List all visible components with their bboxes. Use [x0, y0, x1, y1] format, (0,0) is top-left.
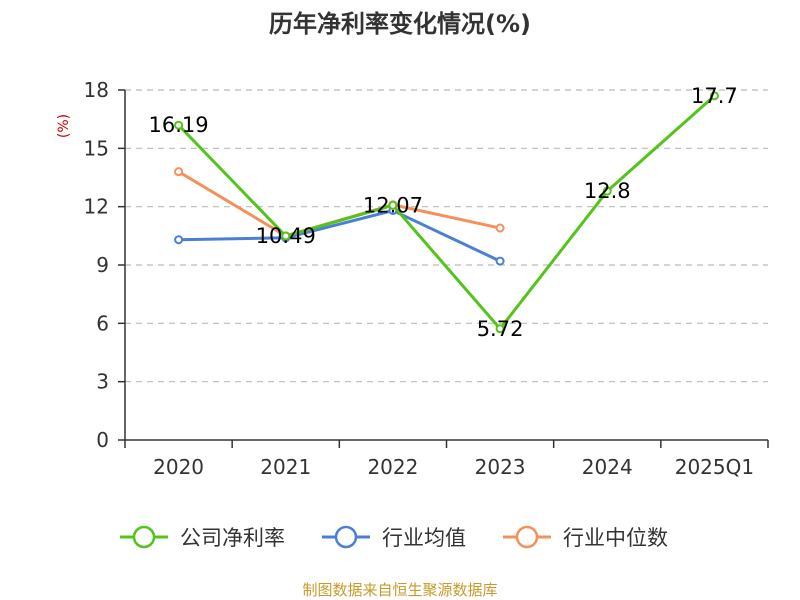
- data-point: [174, 167, 184, 177]
- x-tick-label: 2025Q1: [675, 455, 754, 479]
- x-tick-label: 2024: [582, 455, 633, 479]
- legend-item[interactable]: 行业均值: [322, 525, 466, 550]
- y-tick-label: 6: [96, 311, 109, 335]
- legend-item[interactable]: 公司净利率: [120, 525, 285, 550]
- axes: 0 3 6 9 12 15 18 2020 2021 2022 2023 2024 2025Q1: [84, 78, 769, 479]
- legend-swatch-marker: [334, 525, 358, 549]
- x-tick-label: 2022: [367, 455, 418, 479]
- legend-label: 行业中位数: [563, 526, 668, 550]
- data-point: [174, 120, 184, 130]
- y-tick-label: 12: [84, 195, 109, 219]
- x-tick-label: 2021: [260, 455, 311, 479]
- data-label: 5.72: [477, 317, 524, 341]
- chart-title: 历年净利率变化情况(%): [269, 10, 531, 38]
- data-point: [174, 235, 184, 245]
- y-axis-label: (%): [56, 114, 72, 138]
- data-point: [495, 256, 505, 266]
- legend-swatch-marker: [132, 525, 156, 549]
- data-label: 12.8: [584, 179, 631, 203]
- x-tick-label: 2023: [475, 455, 526, 479]
- data-label: 17.7: [691, 84, 738, 108]
- legend-label: 公司净利率: [180, 526, 285, 550]
- series-line-1: [178, 209, 501, 263]
- series-lines: [174, 91, 719, 334]
- legend-label: 行业均值: [382, 526, 466, 550]
- data-point: [709, 91, 719, 101]
- y-tick-label: 18: [84, 78, 109, 102]
- y-tick-label: 3: [96, 370, 109, 394]
- data-label: 16.19: [149, 113, 209, 137]
- data-label: 10.49: [256, 224, 316, 248]
- source-note: 制图数据来自恒生聚源数据库: [302, 581, 497, 599]
- y-tick-label: 0: [96, 428, 109, 452]
- data-point: [602, 186, 612, 196]
- data-point: [495, 324, 505, 334]
- y-tick-label: 9: [96, 253, 109, 277]
- data-point: [281, 231, 291, 241]
- data-labels: 16.19 10.49 12.07 5.72 12.8 17.7: [149, 84, 738, 341]
- series-line-0: [177, 94, 716, 331]
- data-label: 12.07: [363, 193, 423, 217]
- legend: 公司净利率 行业均值 行业中位数: [120, 525, 668, 550]
- series-line-2: [177, 170, 501, 238]
- data-point: [388, 200, 398, 210]
- x-tick-label: 2020: [153, 455, 204, 479]
- legend-swatch-marker: [515, 525, 539, 549]
- y-tick-label: 15: [84, 136, 109, 160]
- data-point: [495, 223, 505, 233]
- legend-item[interactable]: 行业中位数: [503, 525, 668, 550]
